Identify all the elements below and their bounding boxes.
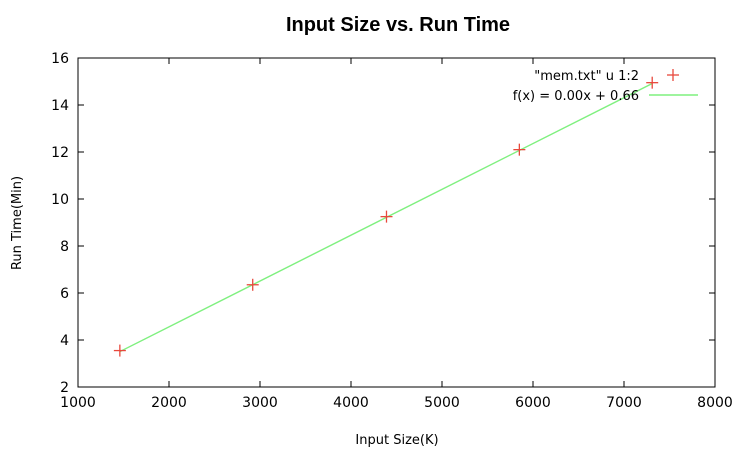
y-tick-label: 6	[60, 286, 69, 302]
plot-frame	[77, 57, 716, 388]
x-tick-label: 2000	[151, 395, 187, 411]
y-tick-label: 12	[51, 145, 69, 161]
legend: "mem.txt" u 1:2 f(x) = 0.00x + 0.66	[513, 69, 698, 104]
x-tick-label: 3000	[242, 395, 278, 411]
x-tick-label: 4000	[333, 395, 369, 411]
data-points	[113, 76, 659, 357]
chart-title: Input Size vs. Run Time	[286, 14, 510, 36]
x-tick-label: 5000	[424, 395, 460, 411]
y-tick-label: 16	[51, 51, 69, 67]
y-tick-label: 2	[60, 380, 69, 396]
legend-entry-fit: f(x) = 0.00x + 0.66	[513, 89, 639, 104]
y-tick-label: 14	[51, 98, 69, 114]
y-tick-label: 4	[60, 333, 69, 349]
y-axis-ticks: 2 4 6 8 10 12 14 16	[51, 51, 715, 396]
x-tick-label: 7000	[606, 395, 642, 411]
x-axis-label: Input Size(K)	[355, 433, 438, 448]
legend-entry-points: "mem.txt" u 1:2	[534, 69, 639, 84]
x-axis-ticks: 1000 2000 3000 4000 5000 6000 7000 8000	[60, 58, 733, 411]
legend-marker-points	[667, 69, 679, 81]
y-tick-label: 8	[60, 239, 69, 255]
x-tick-label: 6000	[515, 395, 551, 411]
x-tick-label: 8000	[697, 395, 733, 411]
x-tick-label: 1000	[60, 395, 96, 411]
y-tick-label: 10	[51, 192, 69, 208]
y-axis-label: Run Time(Min)	[10, 176, 25, 270]
